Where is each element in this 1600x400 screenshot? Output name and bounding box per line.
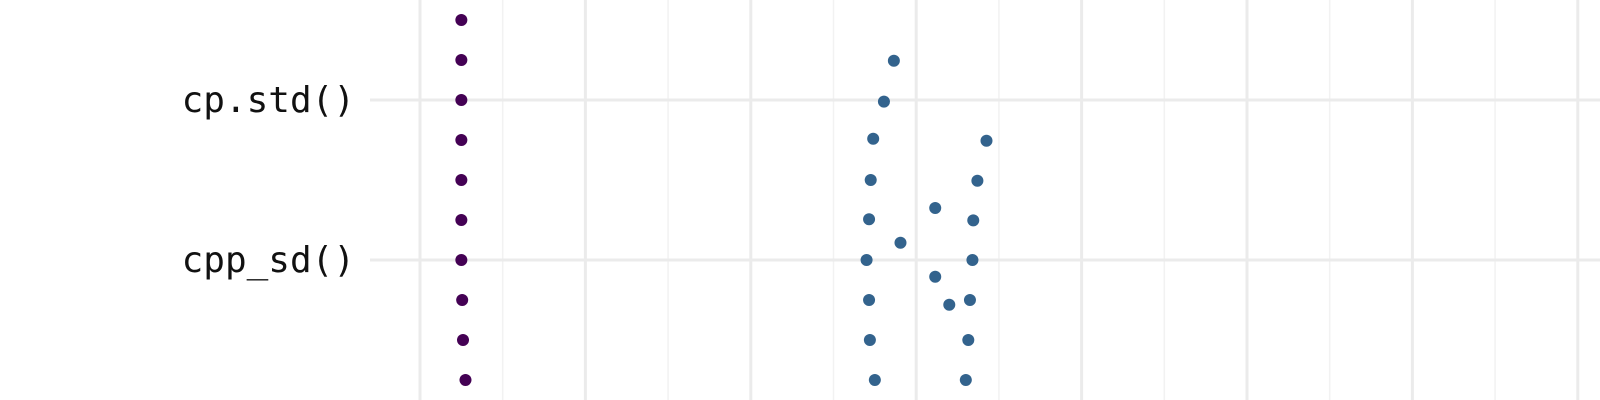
data-point	[963, 294, 976, 306]
data-point	[962, 334, 975, 346]
data-point	[456, 294, 469, 306]
data-point	[863, 334, 876, 346]
major-gridlines	[370, 0, 1600, 400]
data-point	[864, 174, 877, 186]
data-point	[959, 374, 972, 386]
data-point	[455, 214, 468, 226]
data-point	[455, 14, 468, 26]
data-point	[863, 213, 876, 226]
data-point	[868, 374, 881, 386]
data-point	[943, 298, 956, 311]
data-point	[929, 270, 942, 283]
data-point	[455, 54, 468, 66]
data-point	[860, 254, 873, 266]
data-point	[455, 174, 468, 186]
data-points	[455, 14, 993, 386]
data-point	[867, 132, 880, 145]
data-point	[457, 334, 470, 346]
data-point	[455, 94, 468, 106]
data-point	[455, 134, 468, 146]
data-point	[980, 134, 993, 147]
data-point	[967, 214, 980, 227]
minor-gridlines	[501, 0, 1496, 400]
data-point	[459, 374, 472, 386]
data-point	[887, 54, 900, 67]
y-tick-label: cpp_sd()	[182, 240, 355, 281]
data-point	[863, 294, 876, 306]
data-point	[877, 95, 890, 108]
data-point	[455, 254, 468, 266]
y-tick-label: cp.std()	[182, 80, 355, 121]
data-point	[971, 174, 984, 187]
y-tick-labels: cp.std() cpp_sd()	[182, 80, 355, 281]
data-point	[966, 254, 979, 266]
data-point	[929, 202, 942, 214]
data-point	[894, 236, 907, 249]
